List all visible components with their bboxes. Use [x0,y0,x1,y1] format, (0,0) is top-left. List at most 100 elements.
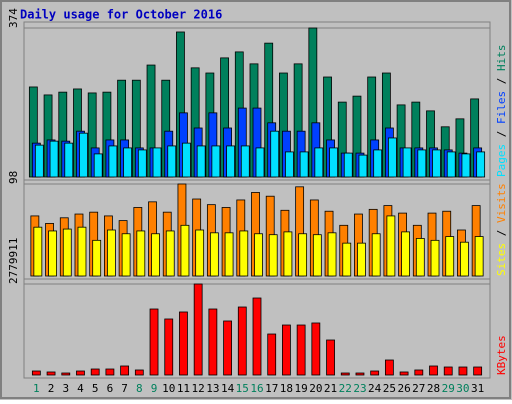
bar [49,140,59,178]
bar [282,324,291,376]
bar [370,370,380,376]
bar [164,318,174,376]
bar [296,324,306,376]
bar [134,369,144,376]
bar [476,151,486,178]
x-tick-label: 22 [339,382,352,395]
x-tick-label: 27 [412,382,425,395]
bar [62,228,72,277]
x-tick-label: 21 [324,382,337,395]
bar [460,241,469,277]
x-tick-label: 9 [151,382,158,395]
bar [445,236,455,277]
bar [180,224,190,277]
x-tick-label: 6 [107,382,114,395]
x-tick-label: 10 [162,382,175,395]
bar [430,239,440,277]
x-tick-label: 29 [442,382,455,395]
bar [401,231,410,277]
bar [152,147,162,178]
bar [226,145,235,178]
bar [326,339,335,376]
bar [268,234,278,277]
x-tick-label: 14 [221,382,235,395]
bar [120,365,130,376]
bar [429,365,438,376]
bar [283,231,293,277]
bar [107,229,116,277]
bar [209,232,219,277]
x-tick-label: 3 [62,382,69,395]
bar [415,238,425,277]
x-tick-label: 2 [48,382,55,395]
bar [402,147,412,178]
legend: KBytes [495,335,508,375]
y-tick-label: 98 [7,171,20,184]
bar [386,215,396,277]
bar [79,132,88,178]
bar [270,130,280,178]
x-tick-label: 11 [177,382,190,395]
bar [254,233,263,277]
x-tick-label: 4 [77,382,84,395]
bar [299,151,309,178]
bar [48,230,57,277]
bar [285,151,294,178]
bar [105,368,115,376]
x-tick-label: 7 [121,382,128,395]
bar [417,149,427,178]
x-tick-label: 13 [206,382,219,395]
bar [34,144,44,178]
bar [46,371,56,376]
x-tick-label: 17 [265,382,278,395]
bar [121,233,131,277]
x-tick-label: 16 [250,382,263,395]
bar [151,233,160,277]
legend-separator: / [495,223,508,243]
x-tick-label: 31 [471,382,484,395]
legend-separator: / [495,124,508,144]
bar [76,370,85,376]
bar [237,306,247,376]
legend: Sites / Visits [495,183,508,276]
bar [355,372,365,376]
legend: Pages / Files / Hits [495,45,508,178]
bar [208,308,218,376]
bar [314,147,324,178]
x-tick-label: 18 [280,382,293,395]
x-tick-label: 23 [353,382,366,395]
x-tick-label: 20 [309,382,322,395]
x-tick-label: 28 [427,382,440,395]
y-tick-label: 374 [7,8,20,28]
bar [458,366,468,376]
bar [387,137,397,178]
bar [255,147,265,178]
legend-separator: / [495,71,508,91]
bar [90,368,100,376]
bar [474,236,484,277]
x-tick-label: 12 [192,382,205,395]
x-tick-label: 15 [236,382,249,395]
bar [196,145,206,178]
bar [373,149,383,178]
bar [371,233,381,277]
bar [399,371,409,376]
legend-entry: Hits [495,45,508,72]
x-tick-label: 5 [92,382,99,395]
bar [136,230,146,277]
bar [357,242,366,277]
x-tick-label: 8 [136,382,143,395]
bar [240,145,250,178]
legend-entry: Files [495,91,508,124]
bar [211,145,221,178]
bar [446,151,456,178]
bar [165,230,175,277]
bar [384,359,394,376]
bar [473,366,483,376]
bar [267,333,277,376]
bar [343,152,353,178]
bar [224,232,234,277]
bar [327,232,337,277]
